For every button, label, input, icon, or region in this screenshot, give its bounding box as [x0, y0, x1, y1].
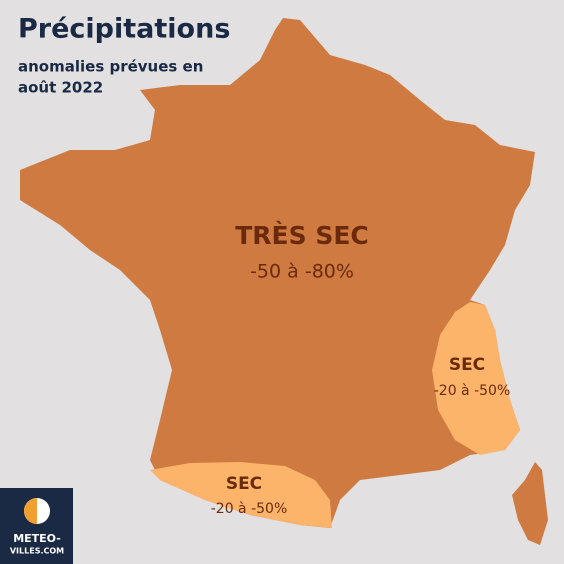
zone-range: -50 à -80%	[250, 261, 354, 283]
logo[interactable]: METEO- VILLES.COM	[0, 488, 73, 564]
subtitle: anomalies prévues en	[18, 58, 203, 76]
logo-text: VILLES.COM	[10, 547, 64, 556]
dry-zone-southwest	[150, 462, 332, 528]
logo-sun	[24, 498, 37, 524]
zone-label: SEC	[449, 355, 485, 375]
logo-text: METEO-	[13, 532, 61, 545]
corsica	[512, 462, 548, 545]
zone-label: TRÈS SEC	[235, 221, 369, 250]
france-mainland	[20, 18, 535, 528]
zone-label: SEC	[226, 474, 262, 494]
subtitle: août 2022	[18, 79, 103, 97]
zone-range: -20 à -50%	[211, 501, 288, 517]
dry-zone-southeast	[432, 302, 520, 455]
title: Précipitations	[18, 14, 230, 45]
zone-range: -20 à -50%	[434, 383, 511, 399]
